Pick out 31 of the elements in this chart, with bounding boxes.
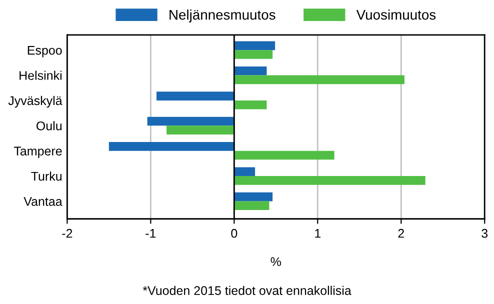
y-tick-label: Jyväskylä [8, 96, 62, 108]
bar [234, 192, 273, 202]
bar [234, 167, 256, 176]
x-tick-label: 1 [315, 229, 321, 238]
bar [234, 75, 404, 84]
x-tick-label: 3 [482, 228, 488, 238]
bar [166, 126, 234, 134]
bar [234, 150, 334, 160]
bar [234, 100, 267, 110]
y-tick-label: Helsinki [20, 70, 62, 80]
bar [234, 41, 276, 50]
y-tick-label: Tampere [14, 146, 62, 158]
x-tick-label: -1 [146, 229, 156, 238]
x-tick-label: 0 [231, 228, 238, 238]
bar [234, 201, 270, 210]
bar [108, 142, 234, 151]
bar [234, 50, 273, 59]
legend-label: Vuosimuutos [356, 10, 436, 20]
bar [156, 92, 234, 100]
bar [147, 116, 234, 126]
x-tick-label: -2 [62, 228, 72, 238]
y-tick-label: Turku [31, 172, 62, 181]
text: *Vuoden 2015 tiedot ovat ennakollisia [142, 286, 352, 296]
bar [234, 176, 426, 185]
legend-label: Neljännesmuutos [170, 10, 276, 22]
y-tick-label: Oulu [36, 121, 62, 130]
x-tick-label: 2 [398, 228, 404, 238]
bar [234, 66, 267, 76]
y-tick-label: Espoo [28, 46, 62, 58]
x-axis-title: % [270, 257, 282, 266]
y-tick-label: Vantaa [24, 197, 62, 206]
